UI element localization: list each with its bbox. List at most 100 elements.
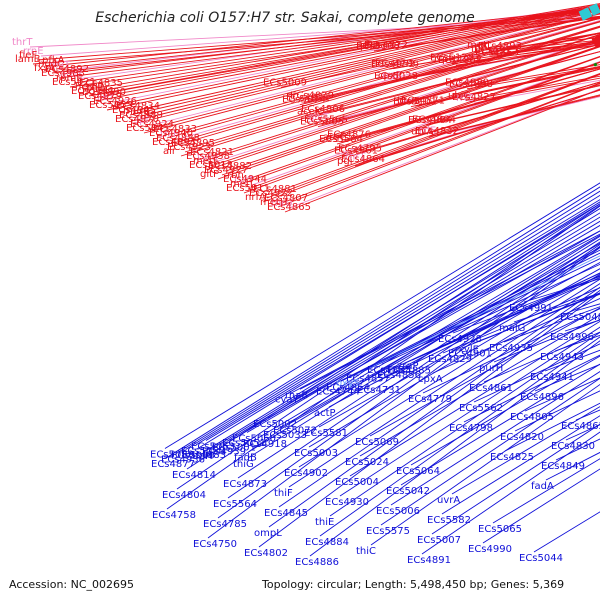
gene-label-ECs4853: ECs4853 [475,47,519,58]
leader-line [303,32,600,103]
leader-line [114,4,600,103]
gene-label-metF: metF [193,156,219,167]
gene-label-gltP: gltP [200,169,219,180]
topology-label: Topology: circular; Length: 5,498,450 bp… [262,578,565,591]
leader-line [299,32,600,106]
gene-label-fieF: fieF [19,50,37,61]
leader-line [257,234,600,439]
leader-line [169,21,600,148]
gene-label-ECs5024: ECs5024 [345,457,389,468]
leader-line [344,68,600,141]
gene-label-ECs4827: ECs4827 [452,92,496,103]
forward-gene-track [591,35,600,48]
leader-line [391,272,600,370]
gene-label-ECs5042: ECs5042 [386,486,430,497]
gene-label-ECs4883: ECs4883 [182,450,226,461]
gene-label-ECs5048: ECs5048 [560,312,600,323]
gene-label-ECs5050: ECs5050 [181,446,225,457]
leader-line [298,278,600,468]
gene-label-ubiC: ubiC [448,90,470,101]
gene-label-btuB: btuB [397,96,421,107]
gene-label-nudC: nudC [38,59,64,70]
leader-line [278,286,600,508]
gene-label-ECs5000: ECs5000 [171,450,215,461]
leader-line [325,50,600,123]
leader-line [177,20,600,140]
gene-label-ECs4936: ECs4936 [161,455,205,466]
gene-label-ECs4821: ECs4821 [190,147,234,158]
leader-line [205,203,600,441]
leader-line [369,307,600,437]
gene-label-ECs4855: ECs4855 [367,365,411,376]
gene-label-thiF: thiF [274,488,293,499]
gene-label-ECs4894: ECs4894 [412,114,456,125]
gene-label-cyaY: cyaY [275,395,300,406]
gene-label-glyT: glyT [49,60,71,71]
gene-label-lamB: lamB [15,54,41,65]
gene-label-ECs5044: ECs5044 [519,553,563,564]
gene-label-ECs4744: ECs4744 [316,387,360,398]
gene-label-ECs4896: ECs4896 [520,392,564,403]
gene-label-ECs5001: ECs5001 [212,442,256,453]
gene-label-leader-lines [29,3,600,557]
gene-label-alr: alr [163,146,177,157]
gene-label-ECs4833: ECs4833 [153,124,197,135]
gene-label-ECs5002: ECs5002 [253,419,297,430]
gene-label-rbn: rbn [227,170,244,181]
gene-label-argX: argX [60,69,83,80]
gene-label-ECs4892: ECs4892 [45,64,89,75]
gene-label-thiE: thiE [315,517,334,528]
gene-label-purH: purH [479,363,503,374]
leader-line [329,331,600,517]
gene-label-ECs4868: ECs4868 [438,55,482,66]
leader-line [351,81,600,157]
gene-label-ECs5584: ECs5584 [319,134,363,145]
gene-label-ECs4876: ECs4876 [327,130,371,141]
leader-line [288,88,600,209]
leader-line [299,233,600,390]
leader-line [425,84,600,126]
gene-label-thiG: thiG [233,459,254,470]
gene-feature [588,3,600,16]
gene-label-ECs4835: ECs4835 [79,78,123,89]
gene-label-ECs4856: ECs4856 [377,370,421,381]
gene-label-cpxP: cpxP [378,70,402,81]
leader-line [441,415,600,515]
leader-line [380,377,600,526]
gene-labels: thrT glyT birA murB thiH tyrU tyrT thrU glyT thrT… [12,37,600,568]
gene-label-pflD: pflD [360,40,381,51]
gene-label-rrsE: rrsE [382,70,402,81]
map-title: Escherichia coli O157:H7 str. Sakai, com… [95,10,474,26]
leader-line [392,33,600,70]
gene-label-ECs4901: ECs4901 [448,349,492,360]
leader-line [381,263,600,365]
leader-line [92,4,600,93]
gene-label-ECs5028: ECs5028 [374,71,418,82]
leader-line [339,326,600,497]
gene-label-ECs4865: ECs4865 [267,202,311,213]
gene-label-ECs4881: ECs4881 [253,184,297,195]
leader-line [251,60,600,186]
gene-label-ECs4890: ECs4890 [82,87,126,98]
leader-line [195,199,600,446]
gene-label-ECs4830: ECs4830 [551,441,595,452]
leader-line [373,16,600,52]
gene-label-ECs4731: ECs4731 [357,385,401,396]
gene-label-ECs5141: ECs5141 [71,86,115,97]
gene-label-ECs4961: ECs4961 [334,146,378,157]
leader-line [447,40,600,64]
leader-line [395,42,600,81]
gene-label-ompL: ompL [254,528,282,539]
gene-label-ECs4882: ECs4882 [208,161,252,172]
gene-label-ECs4926: ECs4926 [93,96,137,107]
gene-label-ECs4938: ECs4938 [186,151,230,162]
leader-line [422,308,600,394]
accession-label: Accession: NC_002695 [9,578,135,591]
leader-line [418,67,600,107]
gene-label-thrT: thrT [345,152,366,163]
gene-label-ECs4785: ECs4785 [203,519,247,530]
leader-line [95,5,600,102]
gene-label-ubiA: ubiA [411,127,433,138]
gene-label-ECs5018: ECs5018 [189,160,233,171]
